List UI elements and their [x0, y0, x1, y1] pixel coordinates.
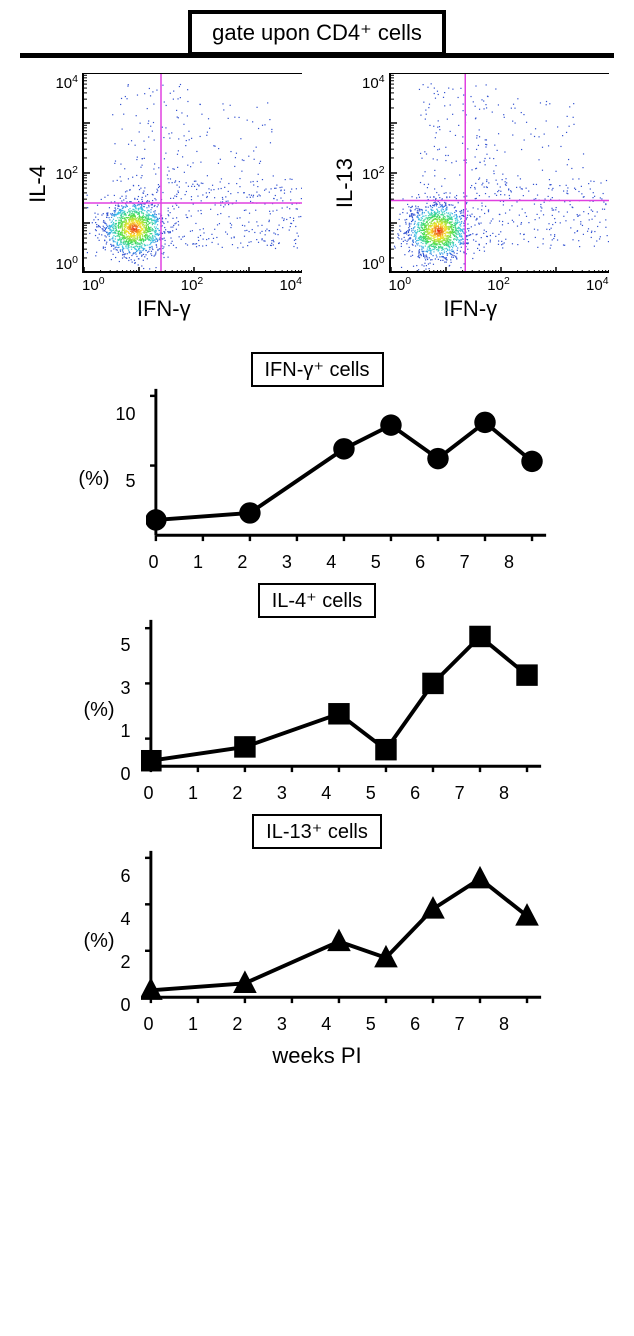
line-chart-square: IL-4⁺ cells (%) 5310 012345678	[20, 583, 614, 804]
line-yticks: 5310	[121, 635, 135, 785]
line-chart-title: IL-4⁺ cells	[258, 583, 377, 618]
line-chart-triangle: IL-13⁺ cells (%) 6420 012345678 weeks PI	[20, 814, 614, 1069]
scatter-il4-block: IL-4 104102100 100102104 IFN-γ	[25, 73, 302, 322]
line-charts-group: IFN-γ⁺ cells (%) 105 012345678 IL-4⁺ cel…	[20, 352, 614, 1069]
panel-header: gate upon CD4⁺ cells	[20, 10, 614, 58]
gate-label: gate upon CD4⁺ cells	[212, 20, 422, 45]
line-chart-circle: IFN-γ⁺ cells (%) 105 012345678	[20, 352, 614, 573]
line-xticks: 012345678	[126, 783, 526, 804]
scatter-xticks-left: 100102104	[82, 275, 302, 294]
scatter-yticks-right: 104102100	[362, 73, 389, 273]
scatter-xticks-right: 100102104	[389, 275, 609, 294]
scatter-xlabel-right: IFN-γ	[443, 296, 497, 322]
line-ylabel: (%)	[83, 930, 114, 953]
line-chart-svg	[141, 847, 551, 1007]
final-xlabel: weeks PI	[272, 1043, 361, 1069]
scatter-ylabel-il4: IL-4	[25, 165, 51, 203]
gate-label-box: gate upon CD4⁺ cells	[188, 10, 446, 56]
scatter-xlabel-left: IFN-γ	[137, 296, 191, 322]
scatter-plot-il4	[82, 73, 302, 273]
scatter-yticks-left: 104102100	[55, 73, 82, 273]
line-ylabel: (%)	[83, 699, 114, 722]
line-chart-title: IL-13⁺ cells	[252, 814, 382, 849]
scatter-ylabel-il13: IL-13	[332, 158, 358, 208]
line-chart-svg	[141, 616, 551, 776]
line-ylabel: (%)	[78, 468, 109, 491]
header-underline	[20, 53, 614, 58]
line-xticks: 012345678	[131, 552, 531, 573]
scatter-row: IL-4 104102100 100102104 IFN-γ	[20, 73, 614, 322]
line-chart-title: IFN-γ⁺ cells	[251, 352, 384, 387]
scatter-plot-il13	[389, 73, 609, 273]
line-xticks: 012345678	[126, 1014, 526, 1035]
line-yticks: 6420	[121, 866, 135, 1016]
scatter-il13-block: IL-13 104102100 100102104 IFN-γ	[332, 73, 609, 322]
line-yticks: 105	[116, 404, 140, 554]
line-chart-svg	[146, 385, 556, 545]
